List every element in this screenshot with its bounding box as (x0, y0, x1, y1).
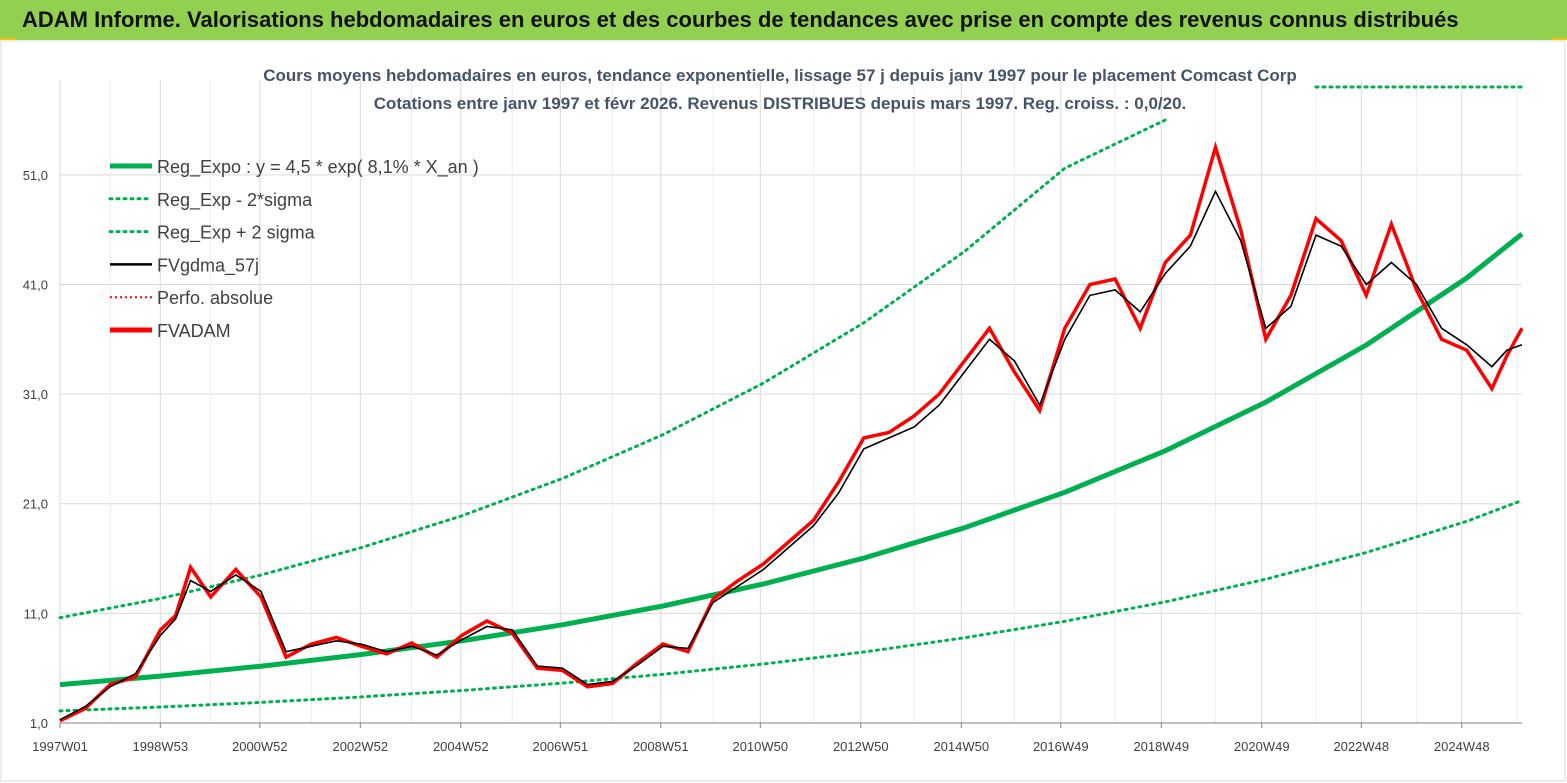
series-line (59, 189, 1523, 721)
chart: 1,0 11,0 21,0 31,0 41,0 51,0 1997W01 1998W53 200… (0, 40, 1567, 783)
legend: Reg_Expo : y = 4,5 * exp( 8,1% * X_an ) R… (108, 157, 479, 341)
banner: ADAM Informe. Valorisations hebdomadaire… (0, 0, 1567, 40)
y-tick-label: 41,0 (23, 277, 48, 292)
legend-label: Perfo. absolue (157, 288, 273, 308)
x-tick-label: 1998W53 (132, 739, 188, 754)
y-tick-label: 51,0 (23, 168, 48, 183)
legend-label: Reg_Exp + 2 sigma (157, 223, 316, 244)
x-tick-label: 2024W48 (1434, 739, 1490, 754)
x-tick-label: 2016W49 (1033, 739, 1089, 754)
x-tick-label: 2006W51 (532, 739, 588, 754)
banner-title: ADAM Informe. Valorisations hebdomadaire… (22, 7, 1459, 32)
x-tick-label: 2008W51 (633, 739, 689, 754)
series-line (59, 232, 1524, 688)
chart-title-line-1: Cours moyens hebdomadaires en euros, ten… (263, 66, 1297, 85)
chart-background (0, 40, 1567, 783)
grid (59, 80, 1522, 724)
series-line (58, 498, 1524, 713)
x-tick-label: 2022W48 (1333, 739, 1389, 754)
x-tick-label: 1997W01 (32, 739, 88, 754)
x-tick-label: 2010W50 (732, 739, 788, 754)
x-tick-label: 2012W50 (833, 739, 889, 754)
legend-label: FVADAM (157, 321, 231, 341)
series-layer (58, 85, 1524, 723)
x-tick-label: 2018W49 (1133, 739, 1189, 754)
chart-border (0, 40, 1566, 782)
y-tick-label: 11,0 (24, 606, 48, 621)
legend-label: Reg_Exp - 2*sigma (157, 190, 313, 211)
y-tick-label: 31,0 (23, 387, 48, 402)
x-tick-label: 2020W49 (1234, 739, 1290, 754)
legend-label: Reg_Expo : y = 4,5 * exp( 8,1% * X_an ) (157, 157, 479, 178)
y-tick-label: 1,0 (30, 716, 48, 731)
x-tick-label: 2000W52 (232, 739, 288, 754)
x-tick-label: 2002W52 (332, 739, 388, 754)
chart-title-line-2: Cotations entre janv 1997 et févr 2026. … (374, 94, 1187, 113)
x-tick-label: 2004W52 (433, 739, 489, 754)
series-line (59, 141, 1524, 723)
x-tick-label: 2014W50 (933, 739, 989, 754)
y-tick-label: 21,0 (23, 497, 48, 512)
axes: 1,0 11,0 21,0 31,0 41,0 51,0 1997W01 1998W53 200… (23, 168, 1522, 754)
legend-label: FVgdma_57j (157, 255, 259, 276)
